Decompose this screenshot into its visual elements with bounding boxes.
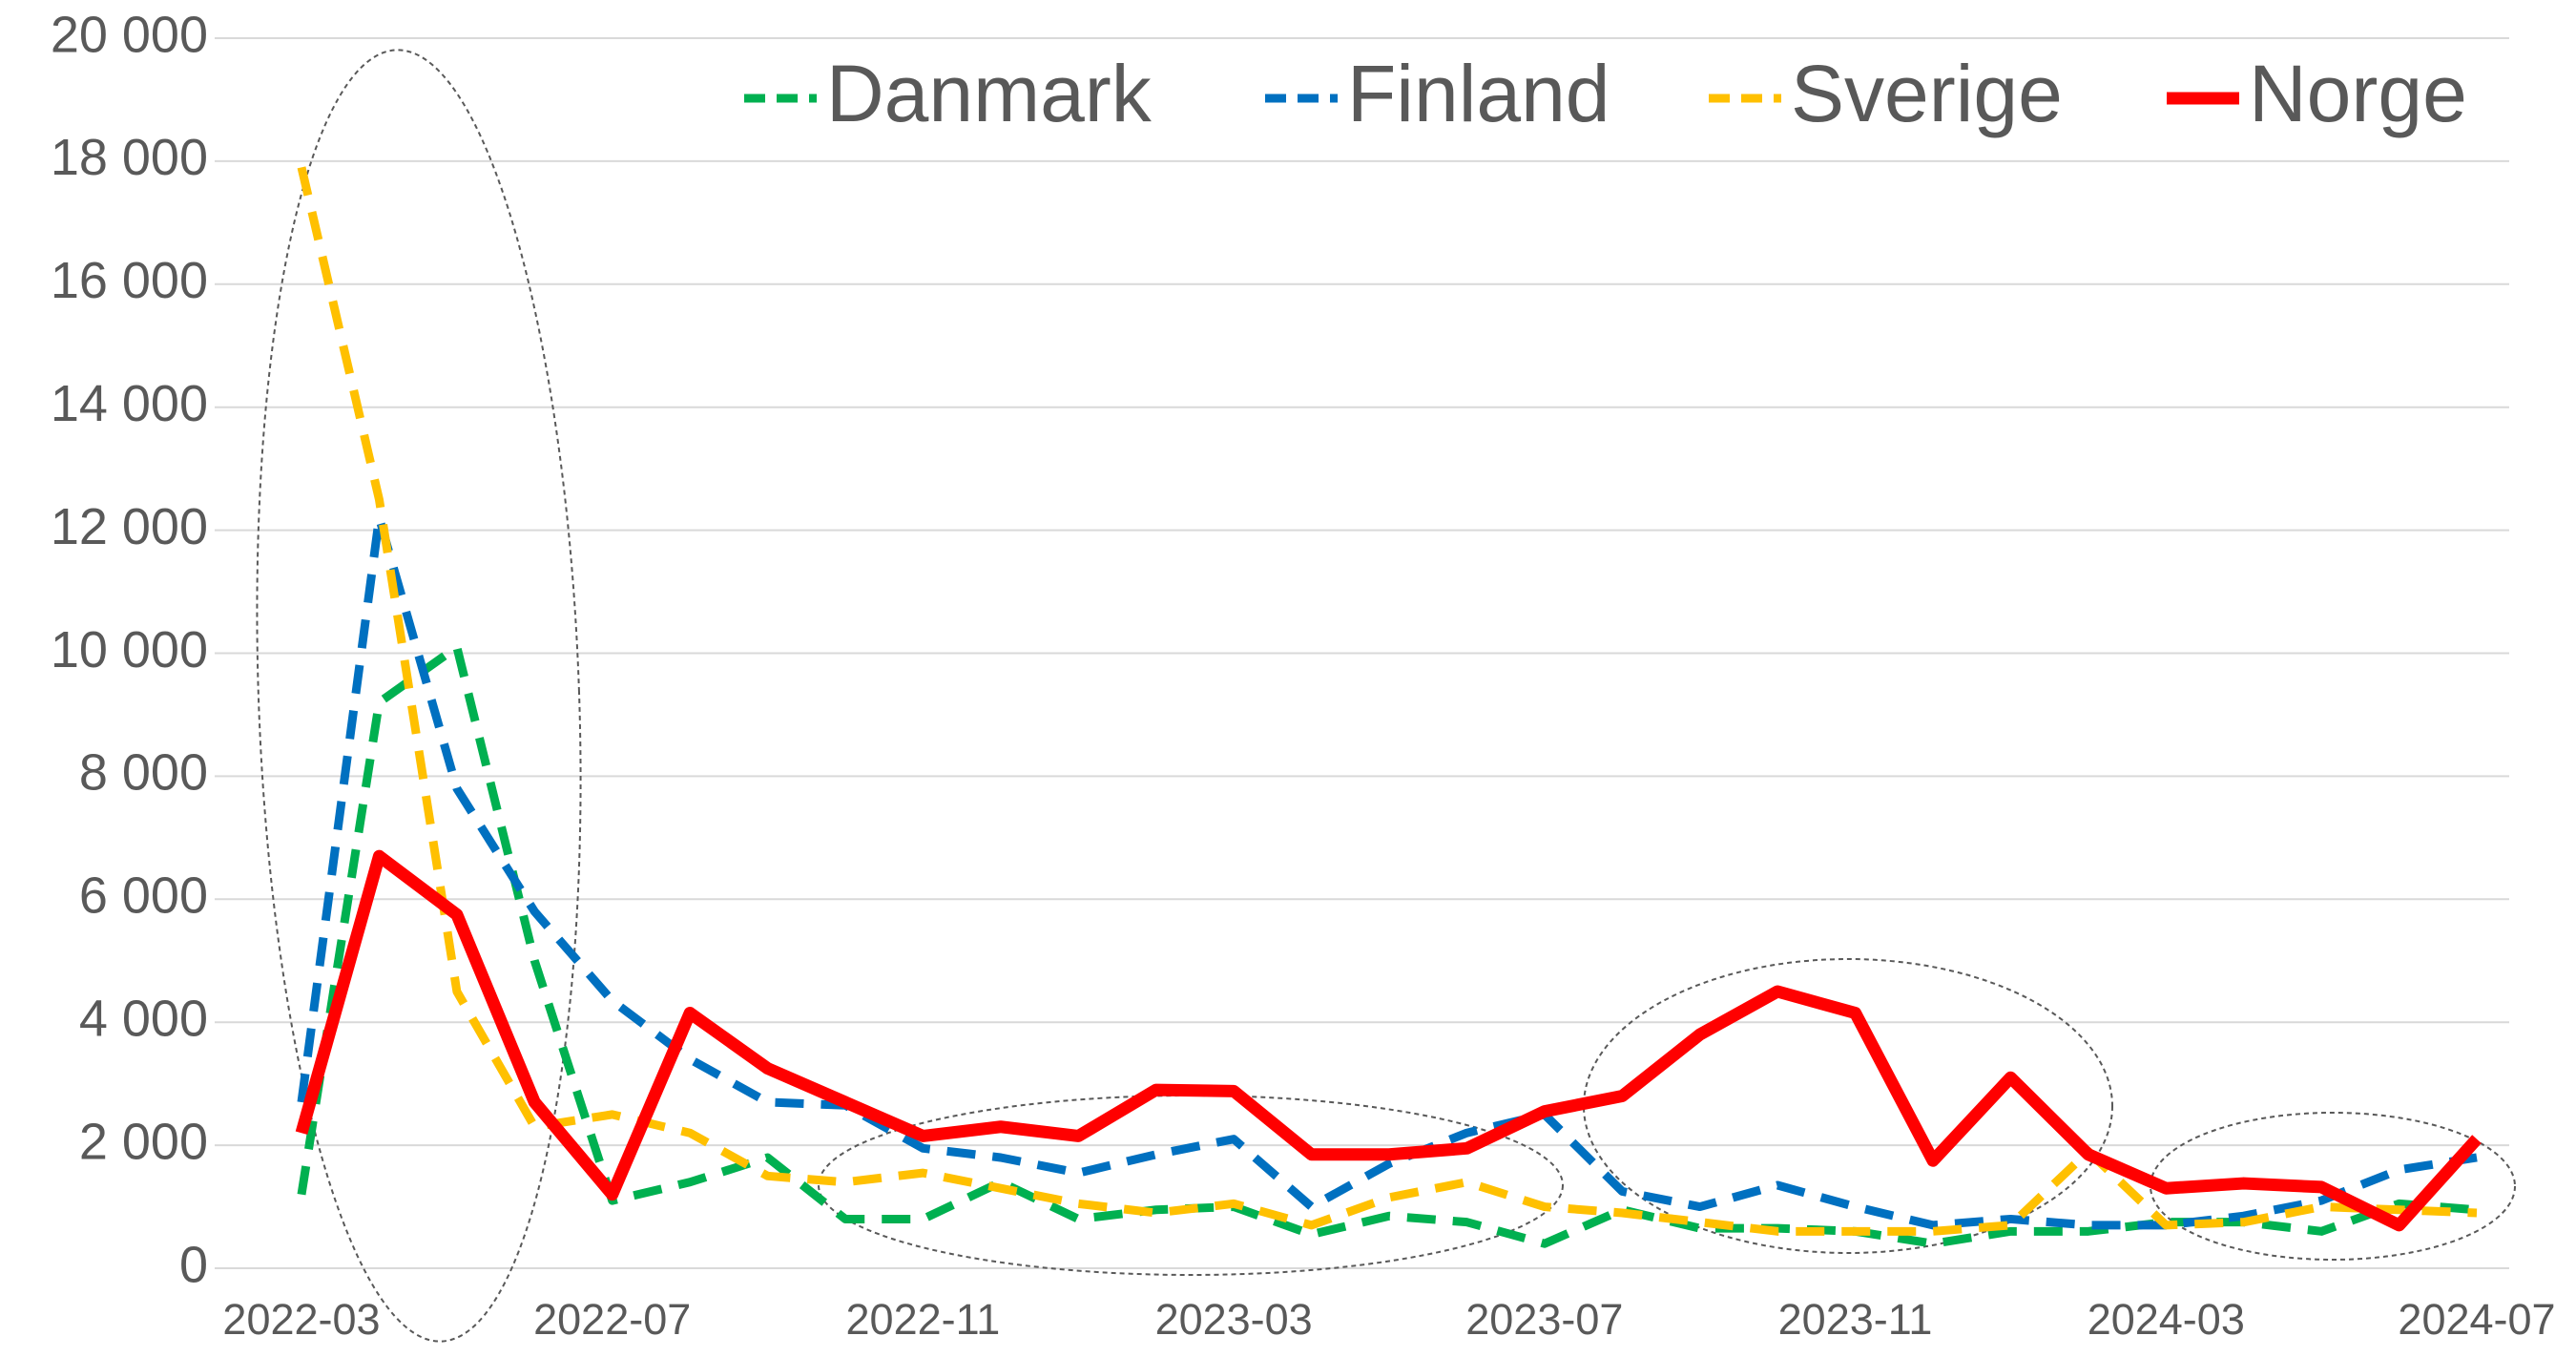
highlight-ellipse	[1583, 958, 2113, 1254]
series-line	[297, 166, 2478, 1236]
legend-label: Sverige	[1791, 49, 2063, 138]
y-tick-label: 2 000	[79, 1113, 208, 1170]
y-tick-label: 14 000	[51, 375, 208, 432]
x-tick-label: 2023-11	[1778, 1295, 1933, 1344]
y-tick-label: 18 000	[51, 129, 208, 186]
highlight-ellipse	[818, 1095, 1564, 1276]
x-tick-label: 2024-07	[2398, 1295, 2555, 1344]
y-tick-label: 10 000	[51, 621, 208, 678]
legend: Danmark Finland Sverige Norge	[744, 49, 2467, 138]
legend-label: Norge	[2249, 49, 2467, 138]
x-tick-label: 2022-03	[222, 1295, 380, 1344]
y-tick-label: 6 000	[79, 867, 208, 925]
series-line	[297, 513, 2478, 1230]
grid	[215, 37, 2509, 1269]
series-line	[295, 849, 2482, 1232]
annotations	[256, 49, 2516, 1343]
legend-label: Finland	[1347, 49, 1610, 138]
x-tick-label: 2023-07	[1465, 1295, 1623, 1344]
highlight-ellipse	[256, 49, 582, 1343]
y-tick-label: 4 000	[79, 990, 208, 1047]
x-tick-label: 2022-11	[846, 1295, 1001, 1344]
series-line	[297, 642, 2478, 1248]
x-tick-label: 2024-03	[2088, 1295, 2245, 1344]
x-tick-label: 2022-07	[533, 1295, 691, 1344]
y-tick-label: 16 000	[51, 252, 208, 309]
y-tick-label: 0	[179, 1236, 208, 1293]
highlight-ellipse	[2150, 1112, 2516, 1261]
legend-label: Danmark	[826, 49, 1153, 138]
y-tick-label: 12 000	[51, 498, 208, 555]
y-tick-label: 20 000	[51, 6, 208, 63]
x-tick-label: 2023-03	[1155, 1295, 1313, 1344]
y-tick-label: 8 000	[79, 744, 208, 802]
